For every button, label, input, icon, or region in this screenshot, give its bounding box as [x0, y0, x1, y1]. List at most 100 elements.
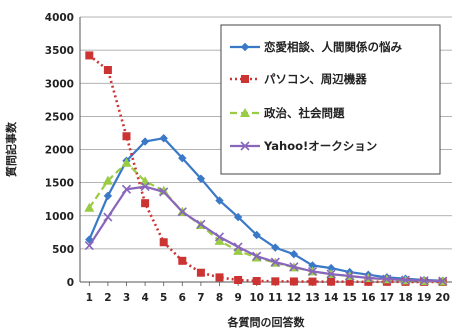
data-point — [308, 261, 317, 270]
data-point — [326, 263, 336, 273]
series-group — [84, 51, 448, 286]
data-point — [196, 174, 206, 183]
data-point — [122, 132, 131, 141]
data-point — [363, 273, 373, 283]
data-point — [103, 212, 113, 222]
legend-marker — [240, 108, 250, 117]
data-point — [215, 196, 224, 205]
y-tick-label: 3500 — [45, 45, 74, 57]
data-point — [103, 191, 113, 201]
series-3 — [84, 157, 448, 286]
legend-label: 恋愛相談、人間関係の悩み — [264, 40, 402, 54]
x-tick-label: 3 — [123, 292, 130, 304]
data-point — [233, 245, 244, 255]
y-tick-label: 3000 — [45, 78, 74, 90]
data-point — [289, 277, 298, 286]
data-point — [178, 153, 187, 163]
data-point — [382, 274, 392, 284]
data-point — [438, 276, 448, 286]
series-line — [88, 185, 443, 283]
data-point — [345, 277, 354, 286]
legend-marker — [240, 42, 250, 52]
x-tick-label: 7 — [197, 292, 204, 304]
data-point — [326, 269, 336, 279]
data-point — [252, 277, 261, 286]
x-tick-label: 2 — [104, 292, 111, 304]
x-tick-label: 13 — [305, 292, 320, 304]
y-tick-label: 2000 — [45, 145, 74, 157]
x-tick-label: 11 — [268, 292, 283, 304]
x-tick-label: 10 — [249, 292, 264, 304]
data-point — [159, 134, 168, 143]
data-point — [159, 238, 168, 247]
x-tick-label: 4 — [141, 292, 148, 304]
data-point — [327, 277, 336, 286]
series-line — [88, 161, 443, 283]
legend-item: 政治、社会問題 — [230, 106, 345, 120]
legend-box — [220, 24, 441, 175]
x-tick-label: 15 — [342, 292, 357, 304]
data-point — [400, 275, 411, 285]
data-point — [271, 277, 280, 286]
data-point — [140, 182, 150, 192]
data-point — [308, 277, 317, 286]
data-point — [84, 202, 95, 212]
x-tick-label: 14 — [324, 292, 339, 304]
data-point — [103, 66, 112, 74]
y-tick-label: 1500 — [45, 178, 74, 190]
data-point — [252, 230, 261, 240]
data-point — [178, 256, 187, 265]
y-tick-label: 0 — [67, 277, 74, 289]
data-point — [289, 262, 299, 272]
data-point — [252, 251, 262, 261]
x-tick-label: 6 — [179, 292, 186, 304]
x-axis-ticks: 1 2 3 4 5 6 7 8 9 10 11 12 13 14 15 16 17 18 19 20 — [86, 282, 450, 304]
data-point — [234, 276, 243, 285]
series-4 — [84, 182, 448, 286]
x-tick-label: 18 — [398, 292, 413, 304]
x-tick-label: 17 — [380, 292, 395, 304]
data-point — [214, 232, 225, 242]
legend-item: パソコン、周辺機器 — [230, 72, 367, 86]
data-point — [121, 184, 132, 194]
y-axis-title: 質問記事数 — [4, 121, 18, 177]
data-point — [214, 235, 225, 245]
data-point — [121, 157, 132, 167]
legend-label: 政治、社会問題 — [264, 106, 345, 120]
data-point — [196, 219, 206, 229]
x-axis-title: 各質問の回答数 — [227, 315, 306, 329]
data-point — [141, 199, 150, 208]
data-point — [85, 51, 94, 60]
y-tick-label: 2500 — [45, 111, 74, 123]
x-tick-label: 1 — [86, 292, 93, 304]
data-point — [233, 242, 243, 252]
x-tick-label: 9 — [234, 292, 241, 304]
data-point — [307, 266, 318, 276]
data-point — [419, 276, 429, 286]
legend-marker — [240, 141, 250, 151]
x-tick-label: 19 — [417, 292, 432, 304]
y-tick-label: 500 — [52, 244, 74, 256]
legend-marker — [241, 75, 249, 83]
data-point — [159, 187, 169, 197]
x-tick-label: 20 — [435, 292, 450, 304]
data-point — [289, 249, 299, 259]
data-point — [215, 273, 224, 282]
legend-label: パソコン、周辺機器 — [264, 72, 367, 86]
legend-label: Yahoo!オークション — [263, 139, 377, 153]
data-point — [102, 175, 113, 185]
data-point — [140, 137, 150, 146]
data-point — [270, 257, 280, 267]
legend-item: Yahoo!オークション — [230, 139, 377, 153]
x-tick-label: 16 — [361, 292, 376, 304]
legend-item: 恋愛相談、人間関係の悩み — [230, 40, 402, 54]
data-point — [233, 212, 243, 222]
y-tick-label: 4000 — [45, 12, 74, 24]
data-point — [196, 268, 205, 277]
x-tick-label: 5 — [160, 292, 167, 304]
y-tick-label: 1000 — [45, 211, 74, 223]
data-point — [271, 243, 280, 252]
data-point — [345, 271, 355, 281]
